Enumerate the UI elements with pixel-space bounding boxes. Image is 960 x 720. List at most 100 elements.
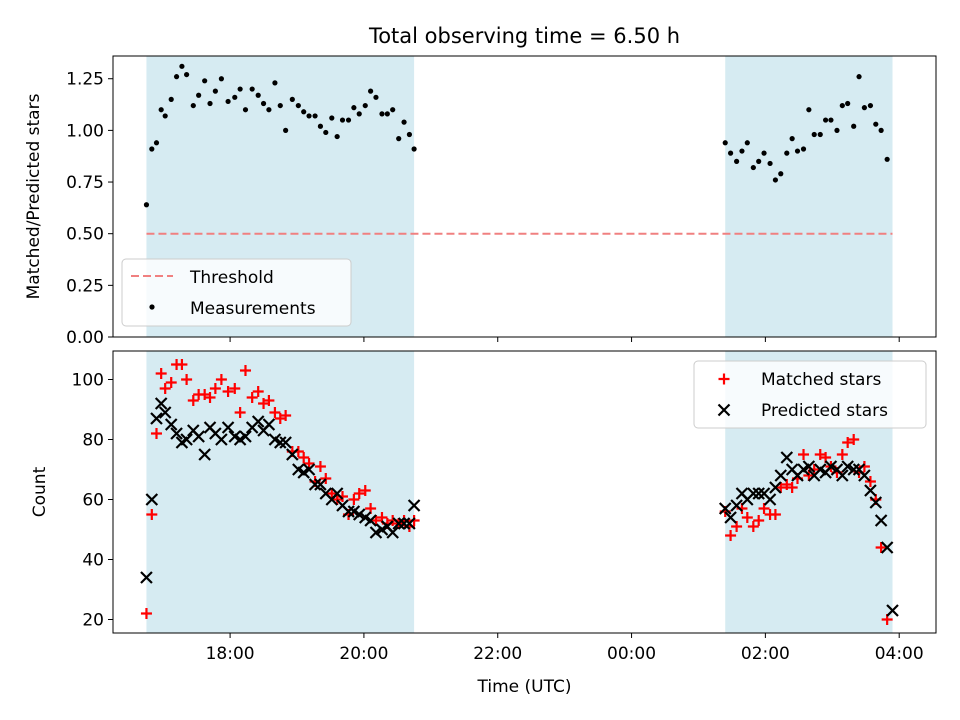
predicted-star-point (262, 418, 276, 431)
matched-star-point (215, 374, 227, 385)
measurement-point (237, 86, 243, 92)
predicted-star-point (369, 526, 383, 539)
measurement-point (856, 74, 862, 80)
measurement-point (379, 111, 385, 117)
matched-star-point (359, 485, 371, 496)
matched-star-point (314, 461, 326, 472)
predicted-star-point (239, 430, 252, 443)
measurement-point (750, 164, 756, 171)
measurement-point (312, 113, 318, 119)
bottom-y-axis-label: Count (30, 466, 50, 517)
y-tick-label: 40 (82, 551, 104, 571)
matched-star-point (165, 377, 177, 388)
top-legend: Threshold Measurements (121, 258, 352, 327)
legend-threshold-label: Threshold (189, 268, 274, 288)
measurement-point (283, 127, 289, 133)
matched-star-point (348, 494, 360, 505)
predicted-star-point (718, 502, 732, 515)
measurement-point (401, 119, 407, 125)
predicted-star-point (145, 493, 159, 506)
predicted-star-point (164, 418, 178, 431)
shaded-interval-1 (146, 351, 415, 633)
predicted-star-point (403, 517, 416, 530)
measurement-point (744, 140, 750, 146)
bottom-y-axis: 20 40 60 80 100 (72, 371, 113, 631)
matched-star-point (769, 509, 781, 520)
measurement-point (249, 86, 255, 92)
matched-star-point (753, 515, 765, 526)
measurement-point (778, 171, 784, 177)
measurement-point (406, 131, 413, 138)
matched-star-point (159, 383, 171, 394)
bottom-plot-frame (112, 350, 937, 634)
matched-star-point (731, 521, 743, 532)
predicted-star-point (198, 448, 211, 461)
matched-star-point (741, 512, 753, 523)
measurement-point (179, 63, 185, 69)
x-tick-label: 00:00 (607, 644, 656, 664)
predicted-star-point (847, 463, 860, 476)
predicted-star-point (386, 526, 399, 539)
matched-star-point (269, 407, 281, 418)
predicted-star-point (251, 415, 265, 428)
bottom-panel: 20 40 60 80 100 18:00 20:00 22:00 00:00 02:00 04:… (30, 350, 937, 697)
predicted-star-point (154, 397, 168, 410)
matched-star-point (140, 608, 152, 619)
measurement-point (351, 105, 357, 111)
matched-star-point (725, 530, 737, 541)
predicted-star-point (215, 433, 228, 446)
y-tick-label: 1.00 (66, 121, 104, 141)
y-tick-label: 0.50 (66, 225, 104, 245)
matched-star-point (298, 452, 310, 463)
matched-star-point (326, 488, 338, 499)
measurement-point (789, 136, 795, 142)
measurement-point (196, 92, 202, 98)
measurement-point (162, 113, 168, 119)
predicted-star-point (724, 511, 737, 524)
measurement-point (149, 146, 155, 152)
measurement-point (368, 88, 374, 94)
predicted-star-point (747, 487, 760, 500)
x-tick-label: 04:00 (875, 644, 924, 664)
matched-star-point (875, 542, 887, 553)
measurement-point (845, 100, 851, 107)
measurement-point (202, 78, 208, 84)
y-tick-label: 0.25 (66, 276, 104, 296)
predicted-star-point (397, 517, 411, 530)
predicted-star-point (273, 436, 287, 449)
measurement-point (158, 107, 164, 113)
matched-star-point (280, 410, 292, 421)
predicted-star-point (824, 460, 838, 473)
legend-measurements-label: Measurements (190, 299, 316, 319)
matched-star-point (758, 503, 770, 514)
matched-star-point (246, 392, 258, 403)
matched-star-point (848, 434, 860, 445)
predicted-star-point (858, 469, 871, 482)
predicted-star-point (286, 448, 299, 461)
predicted-star-point (874, 514, 888, 527)
top-panel: 0.00 0.25 0.50 0.75 1.00 1.25 Total observing… (24, 24, 937, 348)
matched-star-point (150, 428, 162, 439)
measurement-point (339, 117, 346, 123)
predicted-star-point (392, 517, 405, 530)
measurement-point (727, 150, 734, 156)
measurements-series (143, 63, 890, 208)
matched-star-point (263, 395, 275, 406)
measurement-point (143, 202, 150, 208)
predicted-star-point (192, 430, 205, 443)
matched-star-point (836, 449, 848, 460)
y-tick-label: 100 (72, 371, 104, 391)
measurement-point (232, 94, 238, 100)
predicted-star-point (763, 493, 777, 506)
shaded-interval-2 (725, 56, 893, 337)
y-tick-label: 60 (82, 491, 104, 511)
measurement-point (390, 107, 396, 113)
matched-star-point (209, 383, 221, 394)
measurement-point (289, 96, 295, 102)
predicted-star-point (407, 499, 421, 512)
measurement-point (301, 109, 307, 115)
matched-star-point (204, 392, 216, 403)
measurement-point (242, 107, 249, 113)
x-tick-label: 20:00 (339, 644, 388, 664)
matched-star-point (239, 365, 251, 376)
